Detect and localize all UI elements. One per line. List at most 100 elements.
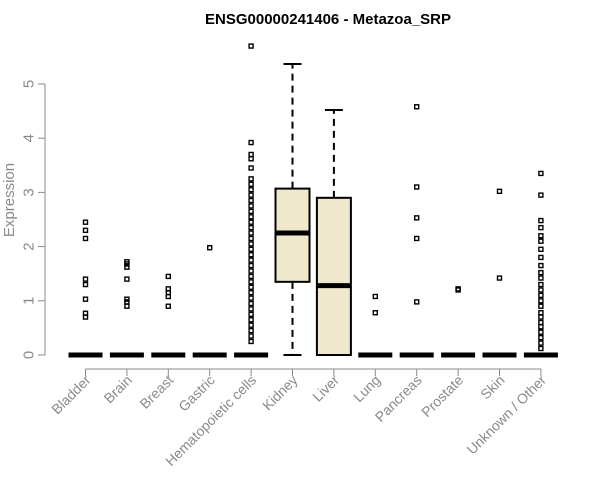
box-group [441,286,476,358]
outlier-point [538,303,544,309]
outlier-point [248,208,254,215]
x-tick-label: Brain [101,372,135,406]
outlier-point [248,327,254,334]
outlier-point [82,227,89,234]
outlier-point [538,314,544,320]
outlier-point [124,259,130,265]
outlier-point [538,246,544,253]
outlier-point [248,197,254,204]
outlier-point [248,338,254,345]
outlier-point [248,279,254,285]
outlier-point [414,235,420,242]
outlier-point [538,217,544,224]
outlier-point [538,334,544,341]
outlier-point [248,235,254,242]
box-group [192,244,227,358]
outlier-point [538,238,544,244]
outlier-point [248,273,254,280]
outlier-point [538,310,544,316]
outlier-point [124,276,130,282]
outlier-point [414,299,420,305]
outlier-point [248,322,254,328]
outlier-point [538,329,544,335]
outlier-point [538,287,544,293]
outlier-point [82,296,89,302]
outlier-point [248,219,254,225]
outlier-point [82,281,89,288]
outlier-point [82,235,89,242]
box-group [234,43,269,358]
box-group [523,170,558,358]
box-group [68,219,103,358]
y-axis: 0 1 2 3 4 5 [21,80,46,359]
outlier-point [248,214,254,220]
outlier-point [538,324,544,330]
outlier-point [248,203,254,209]
outlier-point [538,298,544,304]
outlier-point [248,262,254,269]
outlier-point [538,170,544,177]
outlier-point [82,276,89,282]
outlier-point [124,296,130,302]
outlier-point [538,233,544,239]
outlier-point [455,286,461,292]
outlier-point [248,230,254,236]
outlier-point [414,104,420,110]
outlier-point [248,151,254,158]
outlier-point [538,319,544,326]
outlier-point [248,300,254,307]
box-group [274,62,311,356]
outlier-point [248,317,254,323]
plot-area [68,43,558,358]
outlier-point [82,219,89,225]
y-tick-label: 3 [21,188,38,196]
x-tick-label: Liver [309,372,342,405]
outlier-point [124,303,130,309]
box-group [109,259,144,358]
outlier-point [414,215,420,221]
x-tick-label: Kidney [259,372,301,414]
x-tick-label: Breast [136,372,176,412]
outlier-point [248,241,254,247]
outlier-point [82,310,89,316]
outlier-point [414,184,420,190]
x-tick-label: Unknown / Other [463,372,549,458]
outlier-point [372,293,378,300]
outlier-point [248,186,254,193]
outlier-point [248,268,254,274]
outlier-point [248,289,254,296]
box-group [399,104,434,358]
chart-title: ENSG00000241406 - Metazoa_SRP [205,11,451,28]
outlier-point [538,224,544,231]
x-tick-label: Bladder [48,372,94,418]
outlier-point [538,262,544,269]
outlier-point [165,286,172,292]
y-tick-label: 1 [21,297,38,305]
outlier-point [538,192,544,198]
outlier-point [496,188,503,195]
x-tick-label: Prostate [418,372,466,420]
outlier-point [248,224,254,231]
box-group [358,293,393,358]
outlier-point [538,340,544,346]
outlier-point [248,176,254,182]
y-tick-label: 5 [21,80,38,88]
outlier-point [206,244,213,251]
outlier-point [248,306,254,312]
outlier-point [248,156,254,162]
outlier-point [248,333,254,339]
outlier-point [165,303,172,309]
outlier-point [248,192,254,198]
y-tick-label: 0 [21,351,38,359]
box-group [151,273,186,358]
box-group [315,109,352,356]
outlier-point [538,269,544,276]
outlier-point [248,165,254,171]
outlier-point [248,257,254,263]
outlier-point [248,246,254,253]
outlier-point [538,275,544,281]
outlier-point [248,139,254,146]
x-tick-label: Skin [477,372,508,403]
outlier-point [538,345,544,352]
